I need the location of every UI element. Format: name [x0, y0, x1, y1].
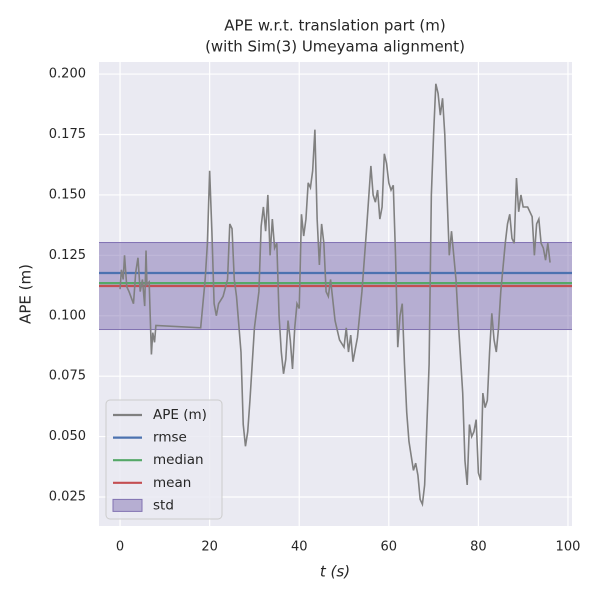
legend-box — [105, 399, 223, 520]
legend-label: std — [153, 497, 174, 513]
legend-swatch — [112, 498, 143, 512]
plot-area — [99, 83, 572, 508]
y-tick-label: 0.100 — [49, 308, 86, 323]
y-tick-label: 0.050 — [49, 429, 86, 444]
y-tick-label: 0.175 — [49, 127, 86, 142]
legend-label: mean — [153, 475, 191, 491]
y-tick-label: 0.075 — [49, 369, 86, 384]
y-tick-label: 0.025 — [49, 490, 86, 505]
x-tick-label: 80 — [470, 540, 487, 555]
ape-line — [119, 83, 551, 508]
x-tick-label: 40 — [291, 540, 308, 555]
chart-subtitle: (with Sim(3) Umeyama alignment) — [205, 38, 465, 56]
legend-label: rmse — [153, 430, 187, 446]
x-tick-label: 20 — [201, 540, 218, 555]
y-tick-label: 0.125 — [49, 248, 86, 263]
x-tick-label: 60 — [381, 540, 398, 555]
y-axis-label: APE (m) — [17, 264, 35, 324]
legend-label: APE (m) — [153, 407, 207, 423]
y-tick-label: 0.200 — [49, 67, 86, 82]
x-tick-label: 100 — [556, 540, 581, 555]
legend-label: median — [153, 452, 204, 468]
x-tick-label: 0 — [116, 540, 124, 555]
chart-title: APE w.r.t. translation part (m) — [224, 17, 445, 35]
y-tick-label: 0.150 — [49, 187, 86, 202]
x-axis-label: t (s) — [320, 563, 350, 581]
